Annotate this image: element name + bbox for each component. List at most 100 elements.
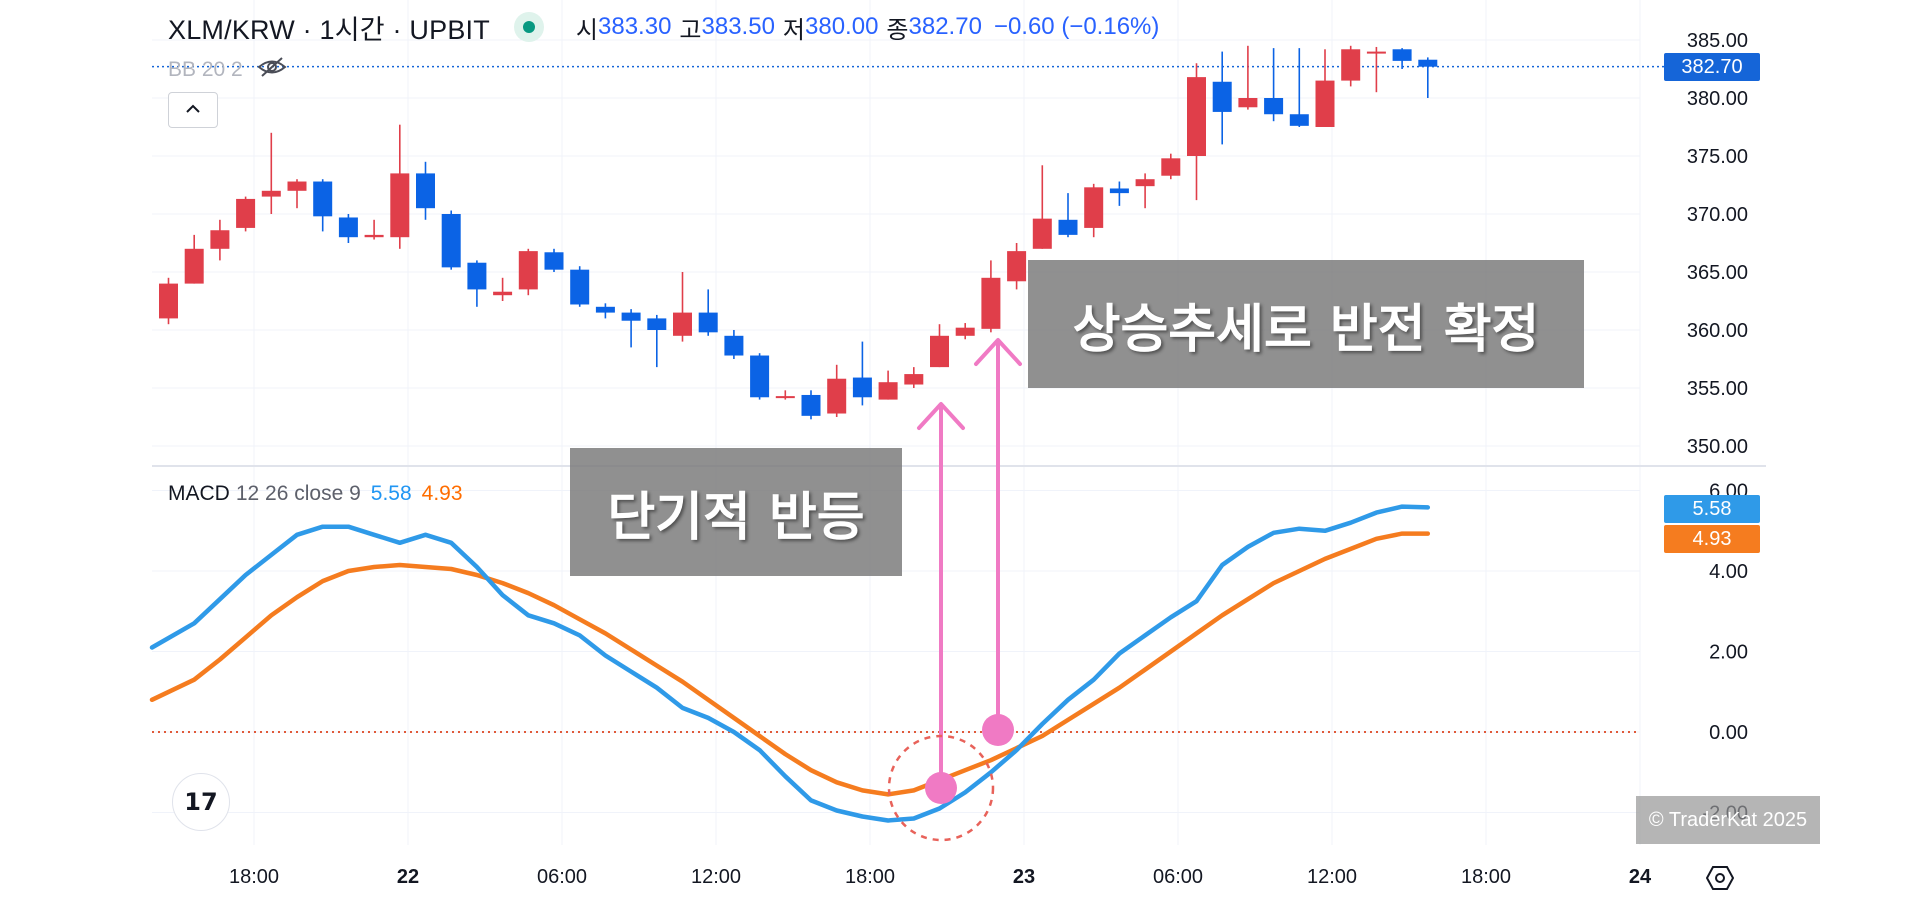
candle-body (287, 181, 307, 191)
candle-body (698, 312, 718, 333)
time-tick-label: 12:00 (1307, 866, 1357, 888)
candle-body (904, 374, 924, 385)
candle-body (750, 355, 770, 398)
candle-body (1289, 114, 1309, 126)
candle-body (852, 377, 872, 398)
eye-hidden-icon[interactable] (257, 56, 287, 84)
signal-line (149, 531, 1431, 797)
change-value: −0.60 (−0.16%) (993, 13, 1160, 40)
macd-value-tag: 5.58 (1664, 495, 1760, 523)
candle-body (1341, 49, 1361, 81)
uptrend-callout: 상승추세로 반전 확정 (1028, 260, 1584, 388)
candle-body (673, 312, 692, 336)
candle-body (493, 291, 513, 296)
candle-body (724, 335, 744, 356)
settings-hexagon-icon[interactable] (1705, 864, 1735, 892)
candle-body (467, 262, 487, 290)
macd-name: MACD (168, 482, 230, 505)
macd-params: 12 26 close 9 (235, 482, 361, 505)
candle-body (1264, 98, 1284, 115)
time-tick-label: 24 (1629, 866, 1652, 888)
price-tick-label: 360.00 (1687, 320, 1748, 342)
copyright-watermark: © TraderKat 2025 (1636, 796, 1820, 844)
crossover-dashed-circle (887, 734, 995, 842)
candle-body (1135, 179, 1155, 187)
close-value: 382.70 (908, 13, 982, 40)
macd-line (149, 504, 1431, 823)
candle-body (184, 248, 204, 284)
low-value: 380.00 (805, 13, 879, 40)
collapse-legend-button[interactable] (168, 92, 218, 128)
candle-body (364, 234, 384, 238)
low-label: 저 (782, 16, 806, 44)
candle-body (1084, 187, 1104, 228)
candle-body (621, 312, 641, 321)
candle-body (1212, 81, 1232, 112)
candle-body (930, 335, 949, 368)
rebound-arrow-head (917, 402, 965, 430)
uptrend-arrow-head (974, 338, 1022, 366)
price-tick-label: 365.00 (1687, 262, 1748, 284)
time-tick-label: 12:00 (691, 866, 741, 888)
candle-body (775, 396, 795, 399)
candle-body (1161, 158, 1181, 176)
time-tick-label: 06:00 (1153, 866, 1203, 888)
candle-body (878, 382, 898, 400)
high-value: 383.50 (701, 13, 775, 40)
price-tick-label: 350.00 (1687, 436, 1748, 458)
candle-body (827, 378, 847, 414)
signal-value: 4.93 (421, 482, 463, 505)
candle-body (1032, 218, 1052, 249)
candle-body (441, 214, 461, 268)
annotations (887, 338, 1022, 842)
macd-series[interactable] (149, 504, 1431, 823)
candle-body (595, 306, 615, 313)
candle-body (518, 251, 538, 290)
candle-body (313, 181, 333, 217)
chevron-up-icon (185, 101, 201, 119)
candle-body (159, 283, 178, 319)
symbol-title[interactable]: XLM/KRW · 1시간 · UPBIT (168, 14, 490, 45)
bb-indicator-legend[interactable]: BB 20 2 (168, 56, 287, 84)
candle-body (570, 269, 590, 305)
candle-body (1238, 98, 1258, 108)
candle-body (1392, 49, 1412, 61)
candle-body (1366, 51, 1386, 54)
time-tick-label: 18:00 (1461, 866, 1511, 888)
time-tick-label: 18:00 (845, 866, 895, 888)
rebound-callout: 단기적 반등 (570, 448, 902, 576)
open-label: 시 (575, 16, 599, 44)
signal-value-tag: 4.93 (1664, 525, 1760, 553)
candle-body (1315, 80, 1335, 127)
candle-body (1109, 188, 1129, 194)
candle-body (981, 277, 1001, 329)
candle-body (338, 217, 358, 238)
candle-body (416, 173, 435, 209)
last-price-tag: 382.70 (1664, 53, 1760, 81)
price-tick-label: 380.00 (1687, 88, 1748, 110)
macd-tick-label: 4.00 (1709, 561, 1748, 583)
time-tick-label: 23 (1013, 866, 1035, 888)
candle-body (544, 252, 564, 270)
axis-labels: 350.00 355.00 360.00 365.00 370.00 375.00 380.… (229, 30, 1748, 888)
time-tick-label: 22 (397, 866, 419, 888)
candle-body (1187, 77, 1206, 156)
macd-legend[interactable]: MACD 12 26 close 9 5.58 4.93 (168, 482, 463, 506)
candle-series[interactable] (159, 45, 1438, 420)
tradingview-logo[interactable]: 17 (172, 773, 230, 831)
candle-body (647, 318, 667, 330)
candle-body (390, 173, 410, 238)
candle-body (955, 327, 975, 336)
price-tick-label: 375.00 (1687, 146, 1748, 168)
macd-value: 5.58 (370, 482, 412, 505)
high-label: 고 (679, 16, 702, 44)
candle-body (1418, 59, 1438, 67)
zero-cross-dot (982, 714, 1014, 746)
time-tick-label: 06:00 (537, 866, 587, 888)
price-tick-label: 370.00 (1687, 204, 1748, 226)
price-tick-label: 385.00 (1687, 30, 1748, 52)
macd-tick-label: 2.00 (1709, 642, 1748, 664)
rebound-crossover-dot (925, 772, 957, 804)
